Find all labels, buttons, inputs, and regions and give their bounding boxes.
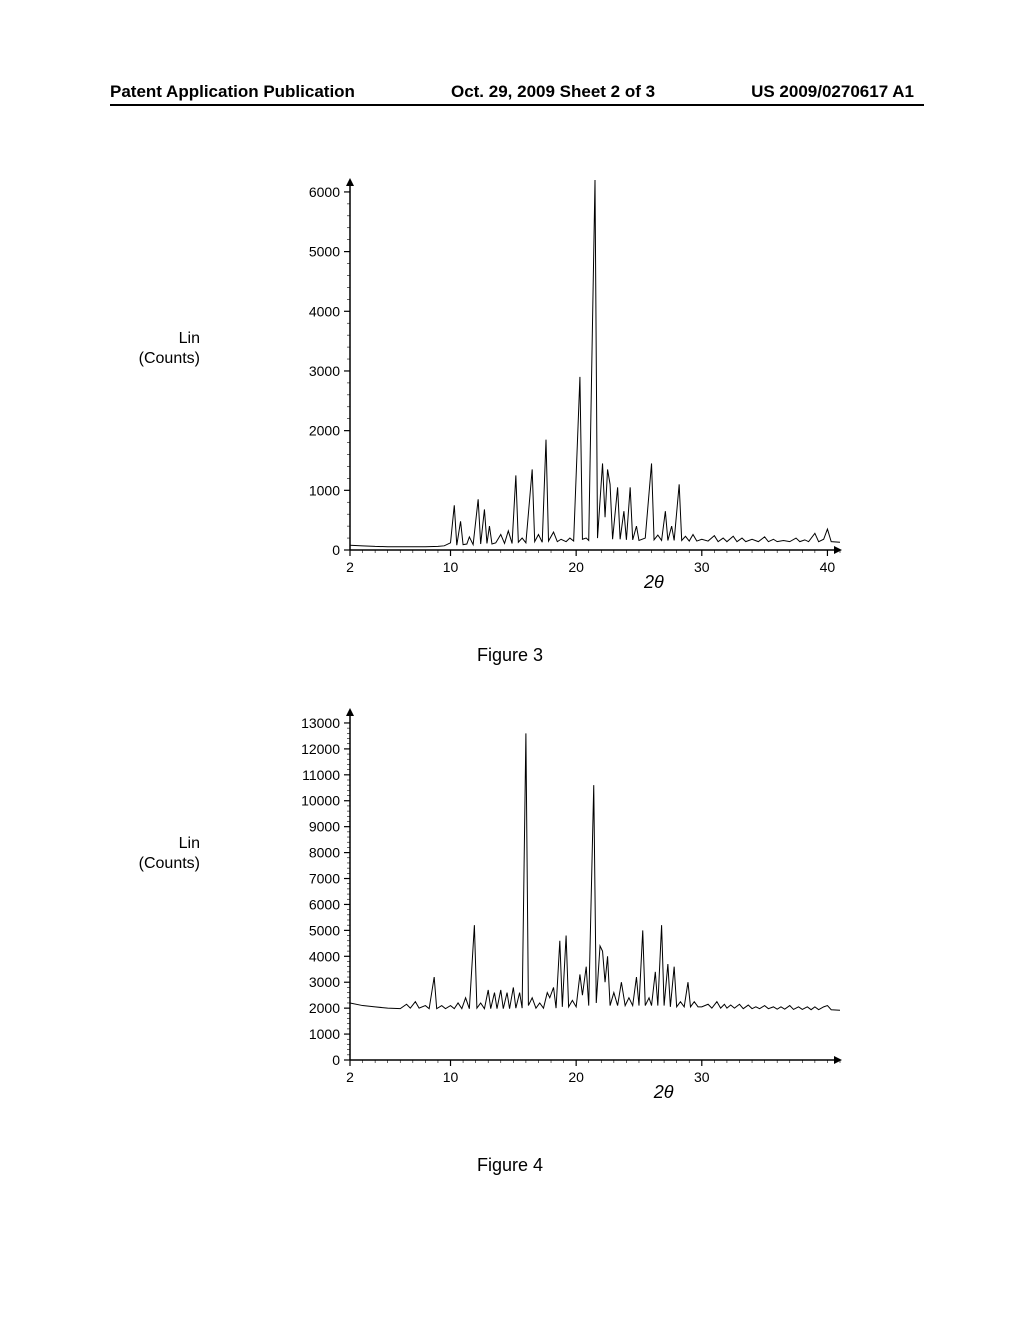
fig3-svg: 0 1000 2000 3000 4000 5000 6000 2 10 20 30 40 — [290, 170, 850, 590]
svg-text:11000: 11000 — [302, 767, 340, 783]
fig4-xlabel: 2θ — [654, 1082, 674, 1103]
fig3-ylabel-2: (Counts) — [120, 350, 200, 368]
fig3-ylabel-1: Lin — [140, 330, 200, 348]
svg-text:10000: 10000 — [301, 793, 340, 809]
fig4-chart: 0 1000 2000 3000 4000 5000 6000 7000 8000 9000 100… — [290, 700, 850, 1100]
svg-text:12000: 12000 — [301, 741, 340, 757]
svg-text:1000: 1000 — [309, 482, 340, 498]
fig4-ylabel-2: (Counts) — [120, 855, 200, 873]
fig3-xlabel: 2θ — [644, 572, 664, 593]
header-rule — [110, 104, 924, 106]
svg-text:13000: 13000 — [301, 715, 340, 731]
svg-text:1000: 1000 — [309, 1026, 340, 1042]
header-left: Patent Application Publication — [110, 82, 355, 102]
svg-text:2000: 2000 — [309, 423, 340, 439]
svg-text:0: 0 — [332, 1052, 340, 1068]
svg-text:7000: 7000 — [309, 871, 340, 887]
svg-text:8000: 8000 — [309, 845, 340, 861]
svg-text:30: 30 — [694, 1069, 710, 1085]
svg-text:6000: 6000 — [309, 896, 340, 912]
svg-text:2: 2 — [346, 559, 354, 575]
fig4-svg: 0 1000 2000 3000 4000 5000 6000 7000 8000 9000 100… — [290, 700, 850, 1100]
svg-text:3000: 3000 — [309, 363, 340, 379]
page-header: Patent Application Publication Oct. 29, … — [0, 82, 1024, 102]
fig4-ylabel-1: Lin — [140, 835, 200, 853]
svg-text:20: 20 — [568, 1069, 584, 1085]
svg-text:4000: 4000 — [309, 948, 340, 964]
svg-text:0: 0 — [332, 542, 340, 558]
svg-text:3000: 3000 — [309, 974, 340, 990]
svg-text:2: 2 — [346, 1069, 354, 1085]
svg-text:30: 30 — [694, 559, 710, 575]
fig4-caption: Figure 4 — [477, 1155, 543, 1176]
svg-text:6000: 6000 — [309, 184, 340, 200]
header-right: US 2009/0270617 A1 — [751, 82, 914, 102]
svg-text:9000: 9000 — [309, 819, 340, 835]
svg-text:10: 10 — [443, 1069, 459, 1085]
svg-text:20: 20 — [568, 559, 584, 575]
svg-text:5000: 5000 — [309, 922, 340, 938]
header-center: Oct. 29, 2009 Sheet 2 of 3 — [451, 82, 655, 102]
svg-text:10: 10 — [443, 559, 459, 575]
svg-text:2000: 2000 — [309, 1000, 340, 1016]
fig3-caption: Figure 3 — [477, 645, 543, 666]
svg-text:4000: 4000 — [309, 303, 340, 319]
svg-text:40: 40 — [820, 559, 836, 575]
fig3-chart: 0 1000 2000 3000 4000 5000 6000 2 10 20 30 40 — [290, 170, 850, 590]
svg-text:5000: 5000 — [309, 244, 340, 260]
